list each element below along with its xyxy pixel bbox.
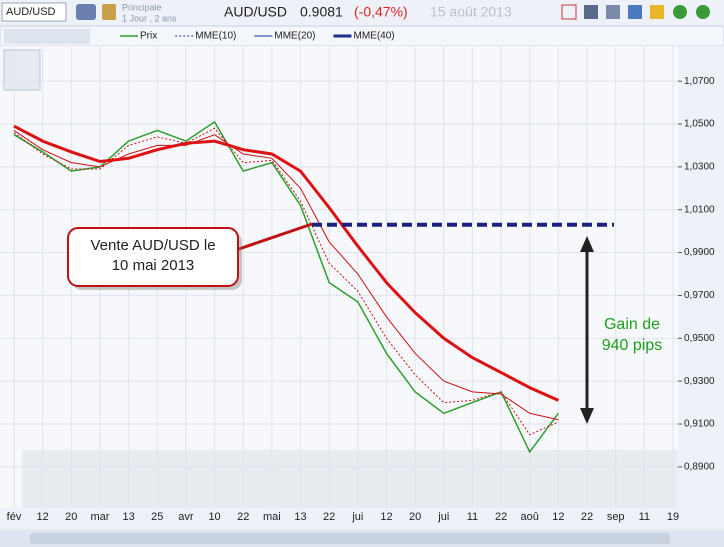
x-tick-label: aoû xyxy=(521,511,539,523)
period: 1 Jour , 2 ans xyxy=(122,13,177,23)
x-tick-label: mar xyxy=(90,511,109,523)
callout-text: 10 mai 2013 xyxy=(112,257,195,274)
tool[interactable] xyxy=(628,5,642,19)
y-axis-area xyxy=(678,46,724,508)
shaded-band xyxy=(22,450,678,508)
x-tick-label: 12 xyxy=(37,511,49,523)
arrow-head xyxy=(580,236,594,252)
tool[interactable] xyxy=(561,4,577,20)
x-tick-label: fév xyxy=(7,511,22,523)
x-tick-label: 13 xyxy=(294,511,306,523)
tool[interactable] xyxy=(584,5,598,19)
legend-label: Prix xyxy=(140,31,157,42)
x-tick-label: 22 xyxy=(237,511,249,523)
series-line xyxy=(13,120,560,454)
header-date: 15 août 2013 xyxy=(430,4,512,20)
x-axis-area xyxy=(0,508,724,528)
tool[interactable] xyxy=(696,5,710,19)
legend: Prix MME(10) MME(20) MME(40) xyxy=(120,31,395,42)
grid xyxy=(0,46,678,508)
arrow-head xyxy=(580,408,594,424)
y-tick-label: 0,9900 xyxy=(684,247,715,258)
callout: Vente AUD/USD le 10 mai 2013 xyxy=(67,222,313,290)
y-tick-label: 0,9700 xyxy=(684,290,715,301)
icon[interactable] xyxy=(102,4,116,20)
scroll-thumb[interactable] xyxy=(30,533,670,544)
x-tick-label: sep xyxy=(607,511,625,523)
x-tick-label: 20 xyxy=(65,511,77,523)
x-tick-label: jui xyxy=(351,511,363,523)
header-symbol: AUD/USD xyxy=(224,4,287,20)
x-tick-label: 25 xyxy=(151,511,163,523)
header-change: (-0,47%) xyxy=(354,4,408,20)
y-tick-label: 0,9500 xyxy=(684,333,715,344)
callout-box xyxy=(67,227,239,287)
x-tick-label: 12 xyxy=(552,511,564,523)
x-tick-label: 22 xyxy=(495,511,507,523)
y-tick-label: 1,0700 xyxy=(684,76,715,87)
legend-label: MME(10) xyxy=(195,31,236,42)
gain-arrow xyxy=(580,236,594,424)
x-tick-label: avr xyxy=(178,511,194,523)
header-price: 0.9081 xyxy=(300,4,343,20)
x-tick-label: 13 xyxy=(122,511,134,523)
legend-label: MME(20) xyxy=(274,31,315,42)
tool[interactable] xyxy=(650,5,664,19)
tool[interactable] xyxy=(606,5,620,19)
legend-label: MME(40) xyxy=(353,31,394,42)
x-tick-label: mai xyxy=(263,511,281,523)
y-tick-label: 0,8900 xyxy=(684,461,715,472)
layout-name: Principale xyxy=(122,2,162,12)
x-tick-label: jui xyxy=(437,511,449,523)
callout-pointer xyxy=(235,222,313,252)
x-tick-label: 11 xyxy=(639,511,650,523)
x-tick-label: 20 xyxy=(409,511,421,523)
x-tick-label: 12 xyxy=(380,511,392,523)
y-tick-label: 1,0300 xyxy=(684,161,715,172)
icon[interactable] xyxy=(76,4,96,20)
tool-group[interactable] xyxy=(4,29,90,44)
y-tick-label: 1,0500 xyxy=(684,119,715,130)
series-layer xyxy=(13,120,614,454)
x-tick-label: 11 xyxy=(467,511,478,523)
symbol: AUD/USD xyxy=(6,6,56,18)
callout-text: Vente AUD/USD le xyxy=(90,237,215,254)
y-tick-label: 0,9100 xyxy=(684,419,715,430)
symbol-box[interactable] xyxy=(1,2,67,22)
toolbar xyxy=(0,0,724,26)
gain-text: Gain de xyxy=(604,316,660,333)
tool-icons xyxy=(561,4,710,20)
y-tick-label: 1,0100 xyxy=(684,204,715,215)
x-tick-label: 10 xyxy=(208,511,220,523)
series-line xyxy=(13,129,559,421)
series-line xyxy=(13,124,560,402)
side-tools[interactable] xyxy=(3,49,41,91)
x-tick-label: 22 xyxy=(323,511,335,523)
x-tick-label: 22 xyxy=(581,511,593,523)
gain-text: 940 pips xyxy=(602,337,663,354)
x-tick-label: 19 xyxy=(667,511,679,523)
tool[interactable] xyxy=(673,5,687,19)
y-tick-label: 0,9300 xyxy=(684,376,715,387)
